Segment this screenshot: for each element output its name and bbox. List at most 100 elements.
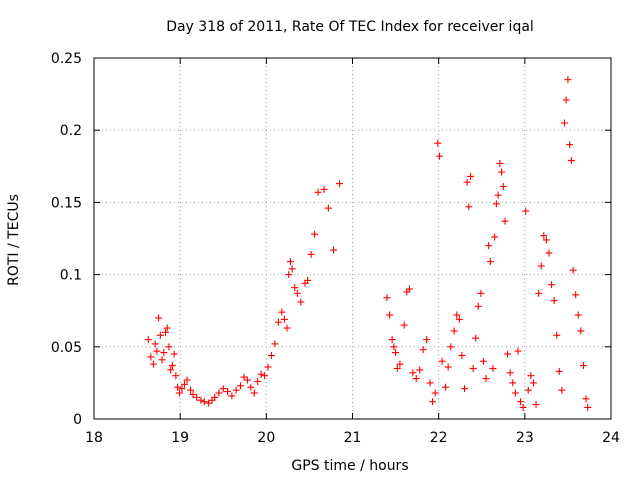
data-point <box>178 385 186 393</box>
data-point <box>183 376 191 384</box>
data-point <box>250 389 258 397</box>
data-point <box>555 367 563 375</box>
data-point <box>200 398 208 406</box>
data-point <box>174 383 182 391</box>
data-point <box>535 289 543 297</box>
data-point <box>416 366 424 374</box>
data-point <box>577 327 585 335</box>
data-point <box>297 298 305 306</box>
data-point <box>496 159 504 167</box>
data-point <box>529 379 537 387</box>
x-tick-label: 21 <box>344 430 362 446</box>
data-point <box>219 385 227 393</box>
data-point <box>280 315 288 323</box>
data-point <box>160 349 168 357</box>
data-point <box>494 191 502 199</box>
data-point <box>388 336 396 344</box>
data-point <box>257 370 265 378</box>
y-tick-label: 0.25 <box>51 51 82 67</box>
data-point <box>400 321 408 329</box>
data-point <box>268 351 276 359</box>
data-point <box>542 236 550 244</box>
data-point <box>304 276 312 284</box>
data-point <box>566 141 574 149</box>
y-tick-label: 0.05 <box>51 340 82 356</box>
data-point <box>567 157 575 165</box>
data-point <box>511 389 519 397</box>
data-point <box>386 311 394 319</box>
data-point <box>172 372 180 380</box>
data-point <box>175 389 183 397</box>
data-point <box>197 396 205 404</box>
data-point <box>491 233 499 241</box>
axis-ticks: 18 19 20 21 22 23 24 0 0.05 0.1 0.15 0.2 0.25 <box>51 51 620 446</box>
data-point <box>409 369 417 377</box>
x-tick-label: 23 <box>516 430 534 446</box>
plot-frame <box>93 57 612 420</box>
data-point <box>396 360 404 368</box>
data-point <box>211 393 219 401</box>
data-point <box>436 152 444 160</box>
data-point <box>170 350 178 358</box>
data-point <box>291 284 299 292</box>
data-point <box>564 76 572 84</box>
data-point <box>540 232 548 240</box>
data-point <box>330 246 338 254</box>
data-point <box>465 203 473 211</box>
chart-title: Day 318 of 2011, Rate Of TEC Index for r… <box>166 19 534 35</box>
data-point <box>187 386 195 394</box>
data-point <box>240 373 248 381</box>
data-point <box>311 230 319 238</box>
y-tick-label: 0.15 <box>51 195 82 211</box>
data-point <box>254 377 262 385</box>
data-point <box>467 172 475 180</box>
data-point <box>498 168 506 176</box>
data-point <box>336 180 344 188</box>
data-point <box>412 375 420 383</box>
data-point <box>477 289 485 297</box>
data-point <box>163 324 171 332</box>
data-point <box>444 363 452 371</box>
data-point <box>558 386 566 394</box>
data-point <box>149 360 157 368</box>
data-point <box>228 392 236 400</box>
data-point <box>243 376 251 384</box>
roti-points <box>144 76 592 411</box>
data-point <box>553 331 561 339</box>
data-point <box>458 351 466 359</box>
data-point <box>278 308 286 316</box>
data-point <box>158 356 166 364</box>
data-point <box>486 258 494 266</box>
x-tick-label: 19 <box>171 430 189 446</box>
data-point <box>522 207 530 215</box>
data-point <box>569 266 577 274</box>
data-point <box>482 375 490 383</box>
data-point <box>532 401 540 409</box>
data-point <box>307 250 315 258</box>
y-tick-label: 0.2 <box>60 123 82 139</box>
data-point <box>283 324 291 332</box>
data-point <box>463 178 471 186</box>
data-point <box>560 119 568 127</box>
data-point <box>426 379 434 387</box>
data-point <box>271 340 279 348</box>
data-point <box>442 383 450 391</box>
data-point <box>144 336 152 344</box>
y-axis-label: ROTI / TECUs <box>6 194 22 286</box>
data-point <box>423 336 431 344</box>
data-point <box>431 389 439 397</box>
data-point <box>438 357 446 365</box>
data-point <box>504 350 512 358</box>
data-point <box>499 183 507 191</box>
grid-lines <box>93 57 612 420</box>
x-tick-label: 24 <box>602 430 620 446</box>
data-point <box>485 242 493 250</box>
data-point <box>582 395 590 403</box>
data-point <box>393 364 401 372</box>
data-point <box>429 398 437 406</box>
data-point <box>562 96 570 104</box>
data-point <box>224 388 232 396</box>
data-point <box>455 315 463 323</box>
data-point <box>193 393 201 401</box>
data-point <box>506 369 514 377</box>
